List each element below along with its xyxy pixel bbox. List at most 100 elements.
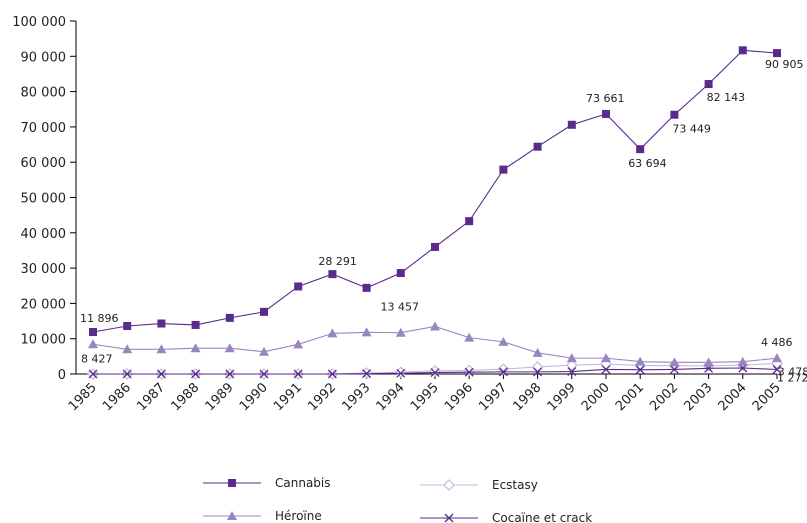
data-label: 3 478 (778, 366, 807, 379)
point-coca-ne-et-crack (293, 369, 303, 379)
data-label: 63 694 (628, 157, 667, 170)
point-coca-ne-et-crack (601, 364, 611, 374)
x-tick-label: 1999 (545, 380, 579, 414)
point-coca-ne-et-crack (430, 368, 440, 378)
data-labels: 11 896 28 291 73 661 63 694 73 449 82 143 90 9… (80, 58, 807, 384)
point-coca-ne-et-crack (362, 369, 372, 379)
legend: Cannabis Héroïne Ecstasy Cocaïne et crack (203, 476, 592, 523)
x-tick-label: 1990 (237, 380, 271, 414)
y-tick-label: 70 000 (21, 121, 67, 136)
point-cannabis (157, 319, 166, 328)
point-h-ro-ne (737, 356, 748, 366)
point-cannabis (670, 110, 679, 119)
series-cannabis (89, 46, 781, 337)
x-tick-label: 1995 (408, 380, 442, 414)
point-h-ro-ne (566, 353, 577, 363)
legend-label: Ecstasy (492, 478, 538, 492)
point-h-ro-ne (88, 339, 98, 349)
axes: 0 10 000 20 000 30 000 40 000 50 000 60 000 70 … (12, 15, 784, 414)
x-tick-label: 1993 (339, 380, 373, 414)
data-label: 13 457 (381, 300, 420, 313)
x-tick-label: 1996 (442, 380, 476, 414)
point-h-ro-ne (224, 343, 235, 353)
x-tick-label: 2001 (613, 380, 647, 414)
point-h-ro-ne (190, 343, 201, 353)
point-coca-ne-et-crack (259, 369, 269, 379)
x-tick-label: 1988 (168, 380, 202, 414)
point-cannabis (294, 282, 303, 291)
point-cannabis (191, 320, 200, 329)
x-tick-label: 1989 (203, 380, 237, 414)
legend-label: Cocaïne et crack (492, 511, 592, 523)
point-h-ro-ne (293, 339, 304, 349)
point-cannabis (499, 165, 508, 174)
x-tick-label: 1985 (66, 380, 100, 414)
point-h-ro-ne (635, 356, 646, 366)
point-h-ro-ne (601, 353, 611, 363)
x-tick-label: 2000 (579, 380, 613, 414)
point-cannabis (636, 145, 645, 154)
legend-label: Cannabis (275, 476, 331, 490)
y-tick-label: 0 (58, 368, 66, 383)
point-coca-ne-et-crack (88, 369, 98, 379)
point-cannabis (362, 283, 371, 292)
data-label: 1 272 (777, 372, 807, 385)
point-coca-ne-et-crack (635, 365, 645, 375)
legend-marker (443, 479, 455, 491)
point-cannabis (396, 269, 405, 278)
point-h-ro-ne (703, 357, 714, 367)
legend-item-cannabis: Cannabis (203, 476, 331, 490)
legend-item-h-ro-ne: Héroïne (203, 509, 322, 523)
point-coca-ne-et-crack (567, 367, 577, 376)
y-tick-label: 40 000 (21, 227, 67, 242)
data-label: 11 896 (80, 312, 119, 325)
x-tick-label: 2004 (716, 380, 750, 414)
point-h-ro-ne (327, 328, 338, 338)
point-cannabis (431, 242, 439, 251)
point-ecstasy (565, 359, 578, 372)
point-cannabis (773, 49, 781, 58)
point-cannabis (533, 142, 542, 151)
point-cannabis (123, 321, 132, 330)
point-cannabis (465, 217, 474, 226)
point-cannabis (260, 307, 268, 316)
point-cannabis (328, 270, 337, 279)
x-tick-label: 2003 (681, 380, 715, 414)
data-label: 82 143 (707, 91, 746, 104)
y-tick-label: 30 000 (21, 262, 67, 277)
point-cannabis (602, 109, 610, 118)
point-coca-ne-et-crack (156, 369, 166, 379)
point-cannabis (89, 328, 97, 337)
data-label: 28 291 (318, 255, 357, 268)
point-cannabis (225, 313, 234, 322)
point-coca-ne-et-crack (533, 367, 543, 377)
point-coca-ne-et-crack (396, 368, 406, 378)
y-tick-label: 100 000 (12, 15, 66, 30)
legend-item-coca-ne-et-crack: Cocaïne et crack (420, 511, 592, 523)
legend-marker (228, 479, 236, 487)
point-h-ro-ne (395, 327, 406, 337)
point-coca-ne-et-crack (327, 369, 337, 379)
x-tick-label: 2002 (647, 380, 681, 414)
point-coca-ne-et-crack (498, 367, 508, 377)
point-cannabis (738, 46, 747, 55)
series-layer (87, 46, 783, 380)
y-tick-label: 20 000 (21, 297, 67, 312)
point-coca-ne-et-crack (669, 364, 679, 374)
point-h-ro-ne (464, 332, 475, 342)
point-coca-ne-et-crack (772, 365, 782, 374)
series-ecstasy (87, 357, 783, 380)
point-h-ro-ne (122, 344, 133, 354)
point-h-ro-ne (532, 347, 543, 357)
data-label: 8 427 (81, 352, 113, 365)
point-h-ro-ne (156, 344, 167, 354)
point-coca-ne-et-crack (191, 369, 201, 379)
data-label: 73 449 (672, 123, 711, 136)
x-tick-label: 1994 (374, 380, 408, 414)
y-tick-label: 80 000 (21, 86, 67, 101)
data-label: 90 905 (765, 58, 804, 71)
y-tick-label: 50 000 (21, 192, 67, 207)
x-tick-label: 1986 (100, 380, 134, 414)
point-h-ro-ne (669, 357, 680, 367)
